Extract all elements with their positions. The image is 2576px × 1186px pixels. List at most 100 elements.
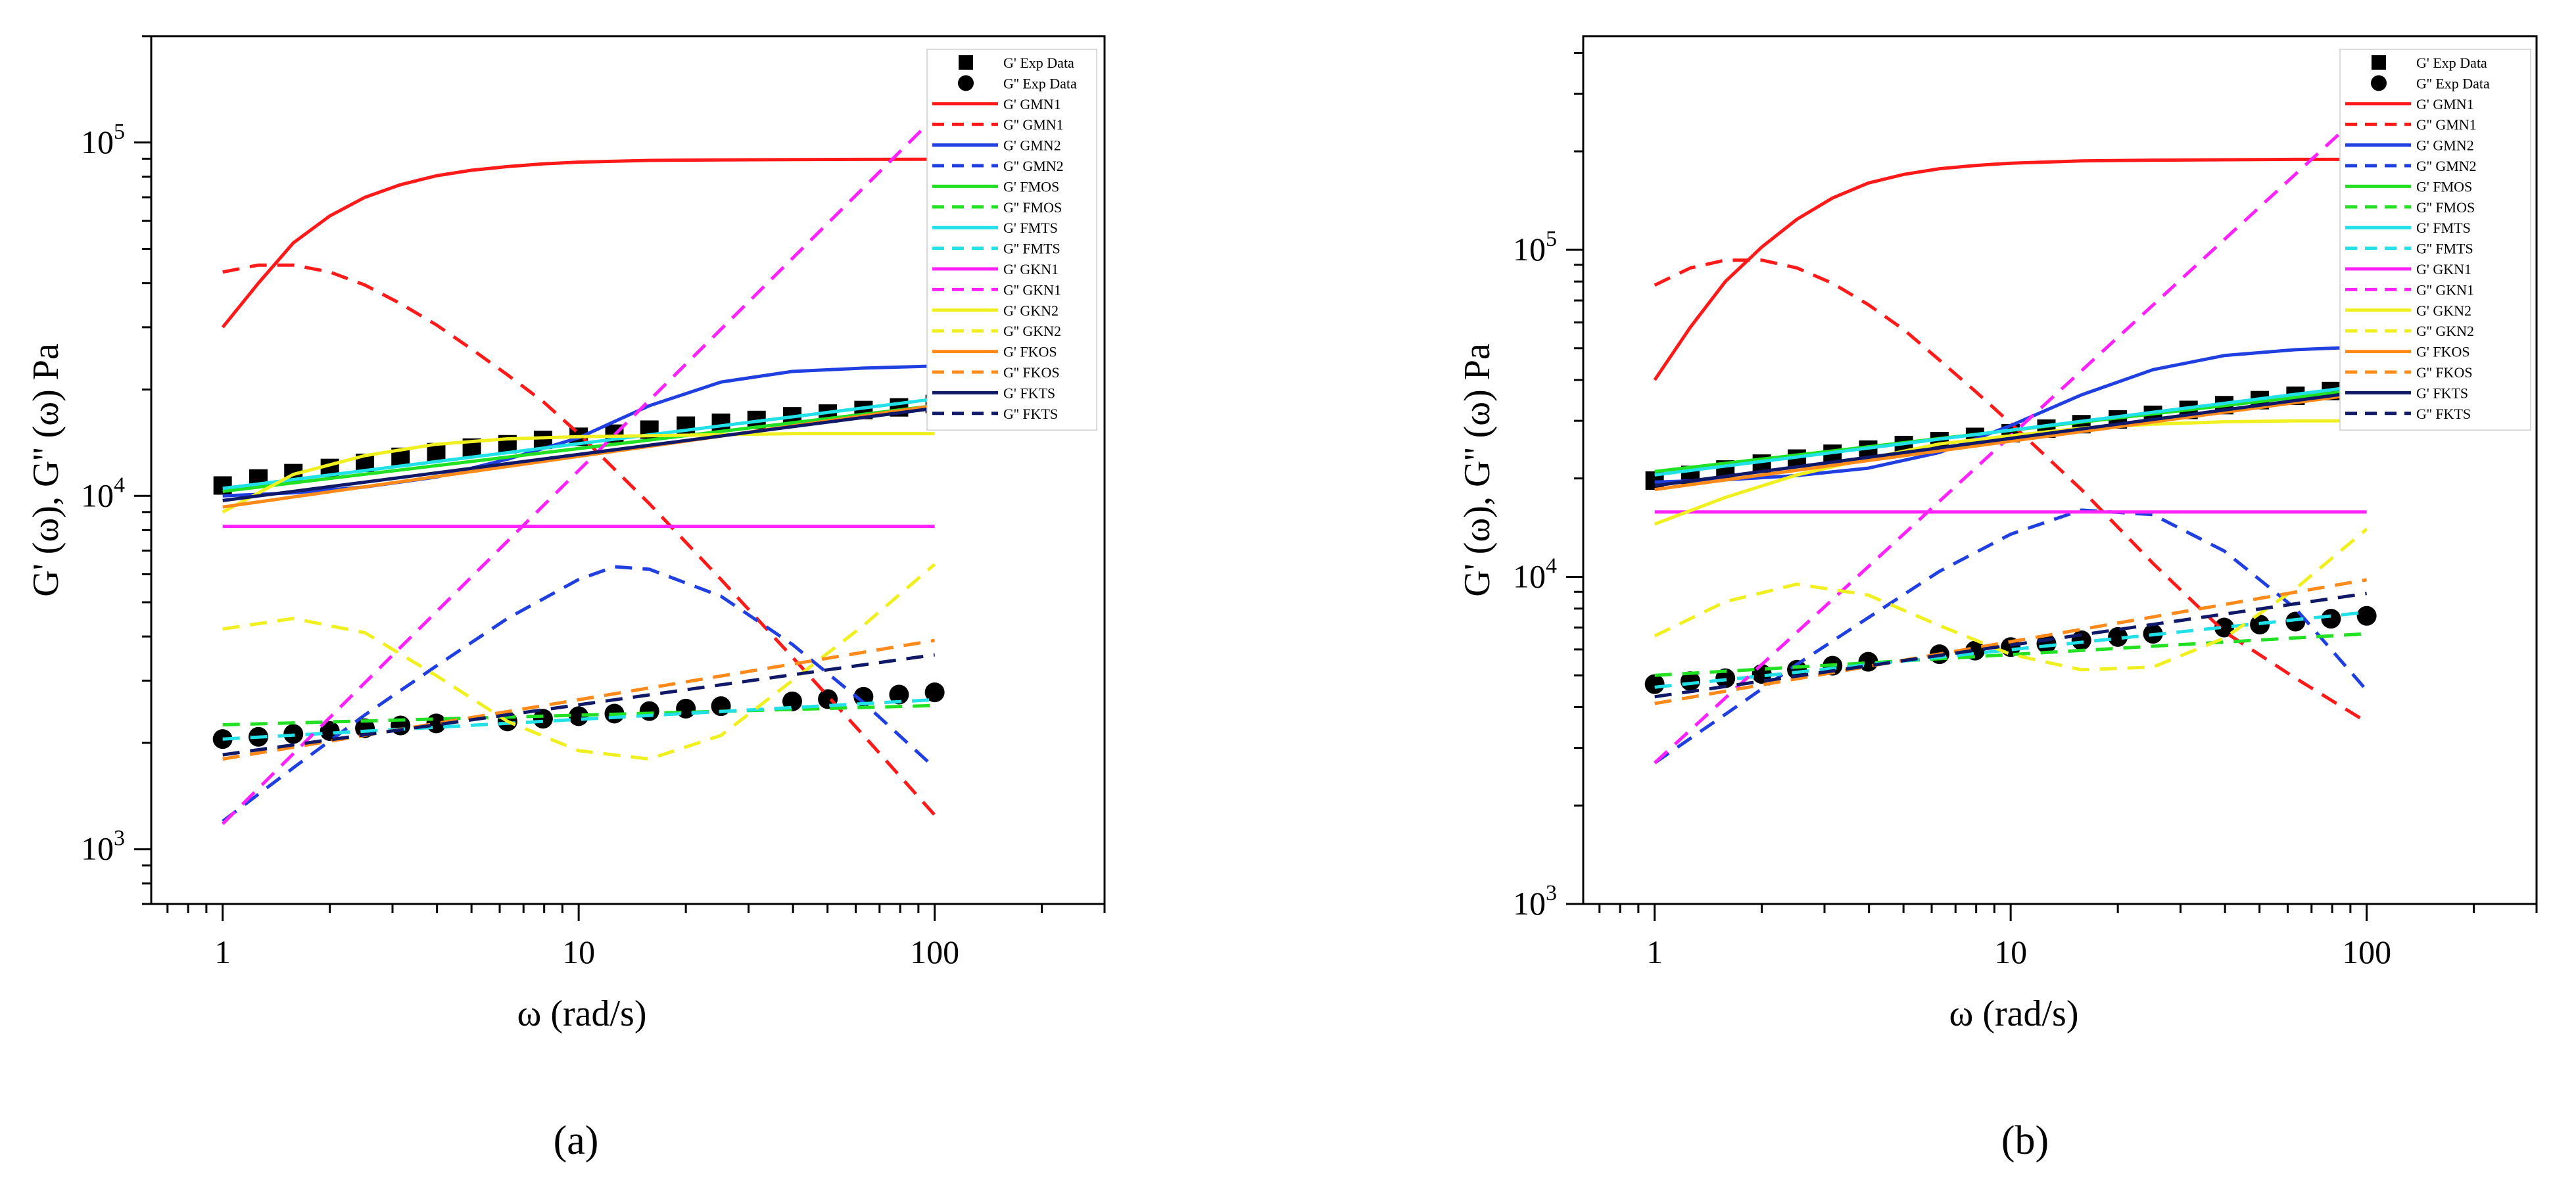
legend-label: G' Exp Data [1003,55,1074,71]
legend-label: G' FKTS [2416,385,2468,401]
legend-item: G' FKTS [932,385,1055,401]
data-point-circle [676,698,696,719]
legend-label: G' GKN1 [1003,261,1059,277]
plot-area [1644,107,2377,765]
panel-label: (b) [2001,1118,2049,1163]
panel-label: (a) [554,1118,599,1163]
legend-label: G'' GMN1 [2416,116,2477,133]
legend-box [926,49,1097,431]
data-point-circle [2356,605,2377,626]
series-gg1-gmn2 [1654,345,2367,484]
legend-label: G' FKOS [1003,344,1057,360]
series-gg1-gkn2 [1654,419,2367,526]
legend-label: G'' FKTS [1003,406,1058,422]
series-gg1-gmn1 [221,157,935,329]
legend-item: G'' GKN1 [2345,281,2474,298]
data-point-circle [889,684,909,705]
series-gg2-fkts [222,653,935,757]
series-gg1-fmts [222,397,935,490]
legend-label: G' GKN1 [2416,261,2471,277]
legend-item: G' FMOS [932,178,1059,195]
x-tick-label: 100 [2342,934,2391,970]
legend-item: G'' FMOS [2345,199,2475,216]
legend-label: G'' GKN1 [1003,281,1061,298]
series-gg2-gmn1 [1654,258,2368,724]
series-gg1-fkts [222,406,935,502]
plot-frame [1582,35,2538,905]
series-gg2-gmn2 [1654,508,2368,765]
legend-item: G' GMN1 [932,96,1061,112]
legend-item: G'' GKN2 [932,323,1061,339]
y-axis-title: G' (ω), G'' (ω) Pa [26,343,66,597]
series-gg2-gkn2 [222,563,936,761]
legend-label: G' FMTS [2416,220,2471,236]
legend-item: G' FKTS [2345,385,2468,401]
legend-swatch-circle [2371,75,2387,91]
legend-label: G'' FMOS [1003,199,1062,216]
series-gg2-fmts [1654,610,2367,689]
x-tick-label: 1 [1646,934,1663,970]
legend-label: G' FMOS [2416,178,2472,195]
legend-label: G'' Exp Data [2416,75,2490,91]
series-gg2-fmos [1654,632,2367,677]
series-gg1-fmts [1654,383,2367,477]
legend-item: G' GKN1 [932,261,1059,277]
legend-item: G'' GMN1 [932,116,1064,133]
legend-label: G'' FMTS [2416,241,2473,257]
series-gg2-gkn1 [221,116,936,825]
plot-area [212,116,945,825]
legend-item: G' GKN1 [2345,261,2471,277]
data-point-circle [569,706,589,726]
legend: G' Exp Data G'' Exp Data G' GMN1 G'' GMN1 G'… [2339,49,2531,431]
legend-item: G' FMTS [2345,220,2471,236]
x-tick-label: 10 [1994,934,2027,970]
series-gg2-gmn2 [222,565,936,823]
legend-item: G'' FKOS [932,364,1060,381]
legend-item: G'' FKTS [932,406,1058,422]
legend-item: G'' FMTS [932,241,1061,257]
y-tick-label: 105 [1513,227,1557,268]
legend-label: G'' Exp Data [1003,75,1077,91]
x-axis: 1 10 100 [166,904,1106,970]
series-gg1-fkts [1654,389,2367,488]
legend-label: G' FMTS [1003,220,1058,236]
series-gg1-fmos [222,404,935,493]
legend-label: G' GMN1 [2416,96,2474,112]
chart-panel-a: 1 10 100 103 104 105 ω (rad/s) G' (ω), G'' (ω) … [26,35,1106,1163]
legend-label: G' FKOS [2416,344,2470,360]
legend-label: G' FMOS [1003,178,1059,195]
legend-item: G' FMTS [932,220,1058,236]
legend-item: G' GMN1 [2345,96,2474,112]
y-tick-label: 105 [81,120,125,160]
legend-label: G'' GMN2 [2416,158,2477,174]
series-gg2-fkts [1654,592,2367,699]
legend-item: G'' GMN2 [2345,158,2477,174]
legend-label: G'' GKN2 [1003,323,1061,339]
series-gg2-exp-data [1644,605,2377,694]
legend-item: G'' FMOS [932,199,1062,216]
series-gg1-fkos [1654,391,2367,492]
legend-box [2339,49,2531,431]
legend-item: G' GMN2 [2345,137,2474,154]
legend-item: G' GMN2 [932,137,1061,154]
x-axis-title: ω (rad/s) [1949,993,2078,1034]
data-point-circle [1644,674,1665,694]
legend-item: G' Exp Data [2372,55,2487,71]
x-tick-label: 10 [562,934,595,970]
legend-label: G' GKN2 [2416,302,2471,319]
legend-item: G'' Exp Data [2371,75,2490,91]
chart-panel-b: 1 10 100 103 104 105 ω (rad/s) G' (ω), G'' (ω) … [1457,35,2538,1163]
x-tick-label: 1 [214,934,231,970]
legend-label: G' FKTS [1003,385,1055,401]
plot-frame [150,35,1106,905]
legend-label: G' GMN1 [1003,96,1061,112]
series-gg1-gkn2 [222,432,935,514]
legend-item: G'' Exp Data [958,75,1077,91]
legend-swatch-circle [958,75,974,91]
x-axis: 1 10 100 [1598,904,2538,970]
data-point-circle [2321,609,2341,629]
y-axis-title: G' (ω), G'' (ω) Pa [1457,343,1498,597]
x-tick-label: 100 [910,934,959,970]
y-tick-label: 103 [1513,881,1557,922]
